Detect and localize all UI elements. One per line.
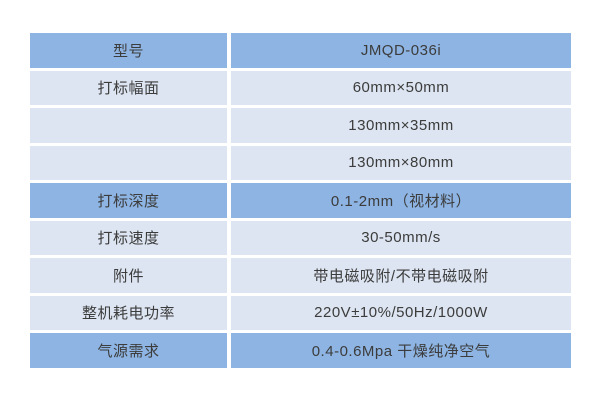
spec-row-1-value: 60mm×50mm <box>231 70 571 105</box>
spec-row-8-value: 0.4-0.6Mpa 干燥纯净空气 <box>231 333 571 368</box>
spec-row-4-value: 0.1-2mm（视材料） <box>231 183 571 218</box>
spec-row-0-label: 型号 <box>30 33 227 68</box>
spec-row-6-value: 带电磁吸附/不带电磁吸附 <box>231 258 571 293</box>
spec-row-6-label: 附件 <box>30 258 227 293</box>
spec-row-7-label: 整机耗电功率 <box>30 295 227 330</box>
spec-row-3-label <box>30 145 227 180</box>
spec-row-5-value: 30-50mm/s <box>231 220 571 255</box>
spec-row-4-label: 打标深度 <box>30 183 227 218</box>
spec-row-3-value: 130mm×80mm <box>231 145 571 180</box>
spec-row-8-label: 气源需求 <box>30 333 227 368</box>
spec-row-7-value: 220V±10%/50Hz/1000W <box>231 295 571 330</box>
spec-row-2-value: 130mm×35mm <box>231 108 571 143</box>
spec-row-0-value: JMQD-036i <box>231 33 571 68</box>
spec-row-1-label: 打标幅面 <box>30 70 227 105</box>
spec-row-5-label: 打标速度 <box>30 220 227 255</box>
spec-row-2-label <box>30 108 227 143</box>
spec-table: 型号 JMQD-036i 打标幅面 60mm×50mm 130mm×35mm 130mm×… <box>30 33 571 368</box>
